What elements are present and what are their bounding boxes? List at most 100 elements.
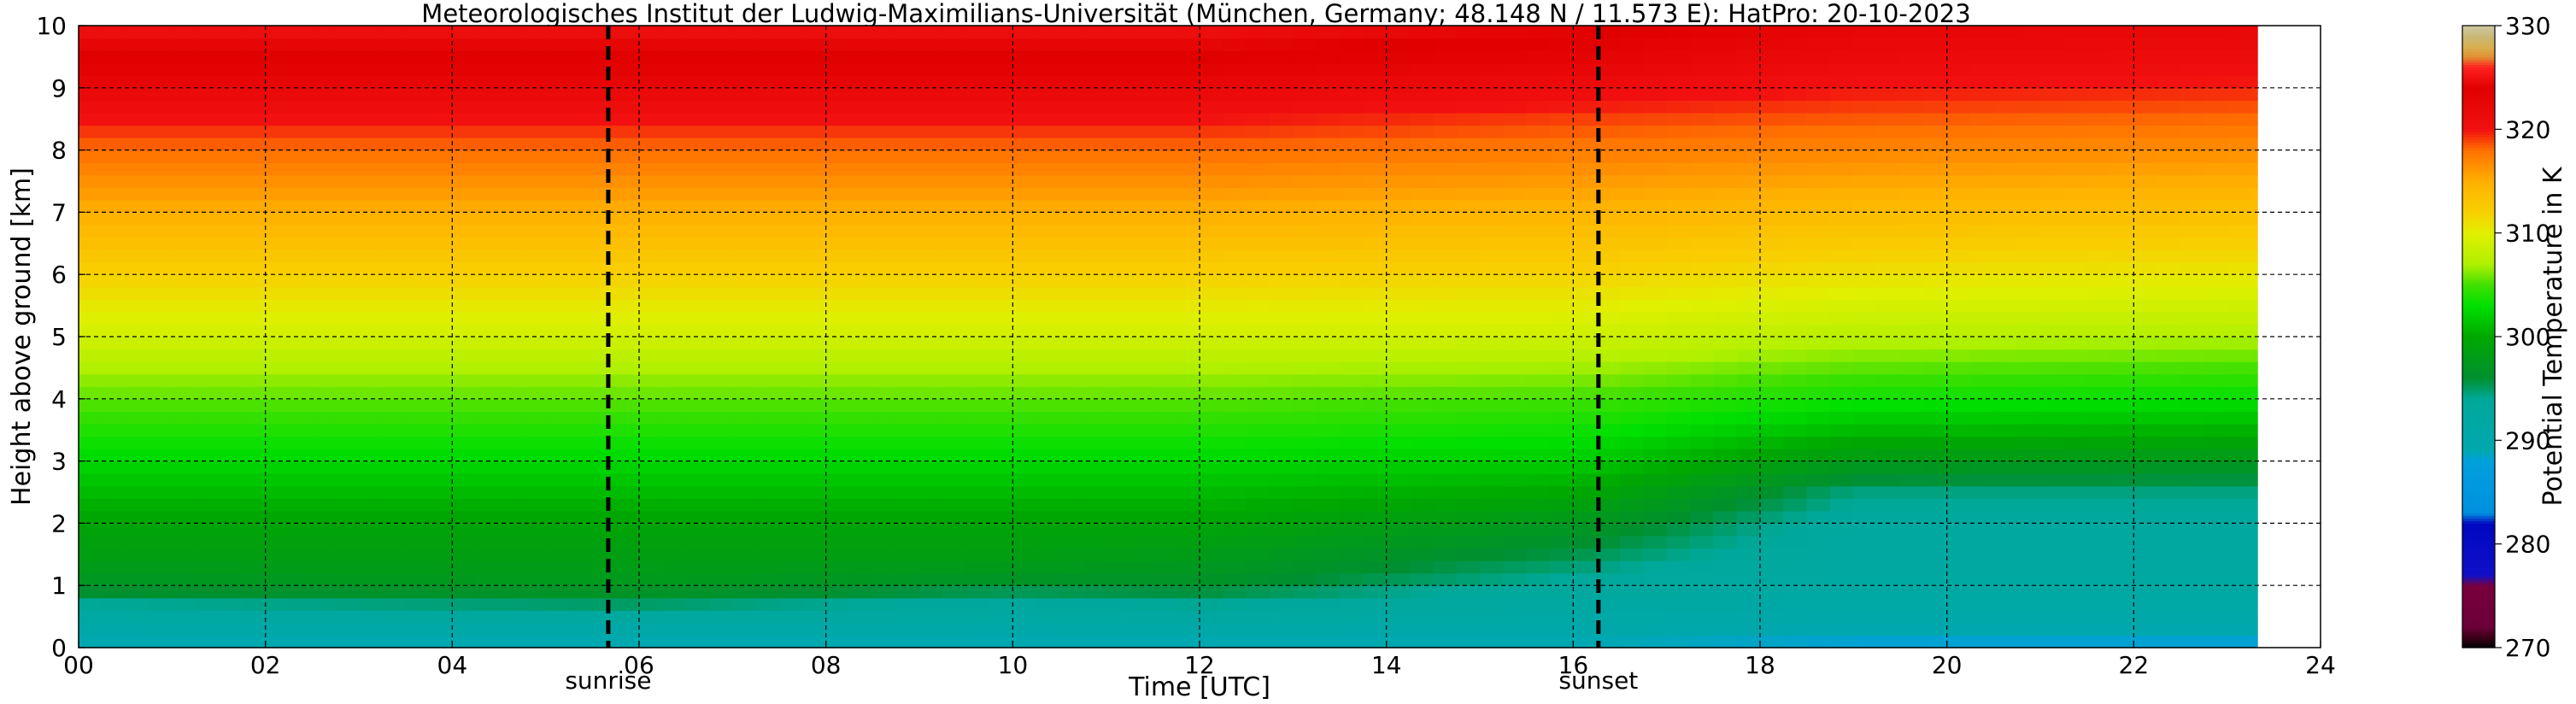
heatmap-cell [125, 635, 150, 648]
heatmap-cell [685, 485, 710, 499]
heatmap-cell [405, 423, 430, 437]
heatmap-cell [1433, 498, 1458, 512]
heatmap-cell [1363, 125, 1388, 138]
heatmap-cell [1760, 622, 1784, 637]
heatmap-cell [1596, 498, 1621, 512]
heatmap-cell [919, 261, 943, 275]
heatmap-cell [2110, 199, 2134, 213]
heatmap-cell [685, 150, 710, 163]
heatmap-cell [615, 572, 640, 586]
heatmap-cell [2156, 572, 2181, 586]
heatmap-cell [79, 485, 103, 499]
heatmap-cell [2133, 150, 2158, 163]
heatmap-cell [685, 585, 710, 599]
heatmap-cell [1690, 299, 1714, 313]
heatmap-cell [1340, 436, 1364, 449]
colorbar-cell [2462, 184, 2495, 187]
heatmap-cell [1526, 38, 1551, 51]
heatmap-cell [172, 125, 197, 138]
heatmap-cell [919, 548, 943, 561]
heatmap-cell [545, 560, 570, 574]
heatmap-cell [639, 100, 663, 114]
heatmap-cell [1059, 75, 1083, 89]
heatmap-cell [1946, 212, 1971, 226]
heatmap-cell [2016, 237, 2041, 250]
heatmap-cell [242, 125, 267, 138]
heatmap-cell [1993, 50, 2018, 64]
heatmap-cell [662, 324, 687, 337]
heatmap-cell [1410, 174, 1434, 188]
heatmap-cell [1130, 349, 1153, 362]
heatmap-cell [685, 324, 710, 337]
heatmap-cell [1666, 62, 1691, 76]
heatmap-cell [2133, 373, 2158, 387]
heatmap-cell [732, 535, 757, 549]
heatmap-cell [1410, 199, 1434, 213]
heatmap-cell [1456, 224, 1481, 238]
heatmap-cell [475, 75, 500, 89]
heatmap-cell [499, 572, 523, 586]
heatmap-cell [405, 50, 430, 64]
heatmap-cell [1713, 349, 1738, 362]
heatmap-cell [2203, 337, 2228, 350]
x-tick-label: 18 [1745, 651, 1775, 679]
heatmap-cell [942, 585, 967, 599]
heatmap-cell [1012, 635, 1037, 648]
heatmap-cell [382, 485, 407, 499]
heatmap-cell [289, 26, 313, 39]
heatmap-cell [219, 572, 243, 586]
heatmap-cell [1153, 50, 1177, 64]
heatmap-cell [1153, 449, 1177, 462]
heatmap-cell [2156, 485, 2181, 499]
heatmap-cell [732, 498, 757, 512]
heatmap-cell [1853, 622, 1878, 637]
heatmap-cell [1106, 38, 1130, 51]
heatmap-cell [499, 199, 523, 213]
heatmap-cell [1106, 212, 1130, 226]
heatmap-cell [685, 361, 710, 375]
heatmap-cell [1456, 261, 1481, 275]
heatmap-cell [1059, 635, 1083, 648]
heatmap-cell [779, 585, 803, 599]
heatmap-cell [219, 311, 243, 326]
heatmap-cell [1666, 162, 1691, 176]
colorbar-cell [2462, 401, 2495, 405]
heatmap-cell [102, 461, 126, 474]
heatmap-cell [1200, 548, 1223, 561]
heatmap-cell [1643, 572, 1668, 586]
heatmap-cell [1643, 635, 1668, 648]
heatmap-cell [242, 187, 267, 201]
heatmap-cell [195, 622, 220, 637]
heatmap-cell [545, 199, 570, 213]
heatmap-cell [1923, 361, 1948, 375]
heatmap-cell [405, 324, 430, 337]
heatmap-cell [1970, 635, 1994, 648]
colorbar-cell [2462, 106, 2495, 109]
heatmap-cell [2086, 212, 2111, 226]
heatmap-cell [1643, 261, 1668, 275]
heatmap-cell [1946, 597, 1971, 611]
colorbar-cell [2462, 525, 2495, 530]
heatmap-cell [1760, 237, 1784, 250]
heatmap-cell [102, 485, 126, 499]
heatmap-cell [1410, 26, 1434, 39]
heatmap-cell [2203, 535, 2228, 549]
colorbar-cell [2462, 95, 2495, 99]
heatmap-cell [1270, 299, 1294, 313]
heatmap-cell [1666, 174, 1691, 188]
heatmap-cell [1456, 138, 1481, 151]
heatmap-cell [592, 498, 617, 512]
heatmap-cell [2203, 386, 2228, 400]
heatmap-cell [965, 386, 990, 400]
heatmap-cell [1293, 485, 1317, 499]
heatmap-cell [825, 138, 850, 151]
heatmap-cell [335, 597, 360, 611]
y-tick-label: 7 [51, 198, 67, 226]
colorbar-cell [2462, 461, 2495, 465]
heatmap-cell [919, 523, 943, 537]
heatmap-cell [1690, 237, 1714, 250]
heatmap-cell [1293, 597, 1317, 611]
heatmap-cell [2016, 473, 2041, 487]
heatmap-cell [1526, 337, 1551, 350]
heatmap-cell [779, 337, 803, 350]
